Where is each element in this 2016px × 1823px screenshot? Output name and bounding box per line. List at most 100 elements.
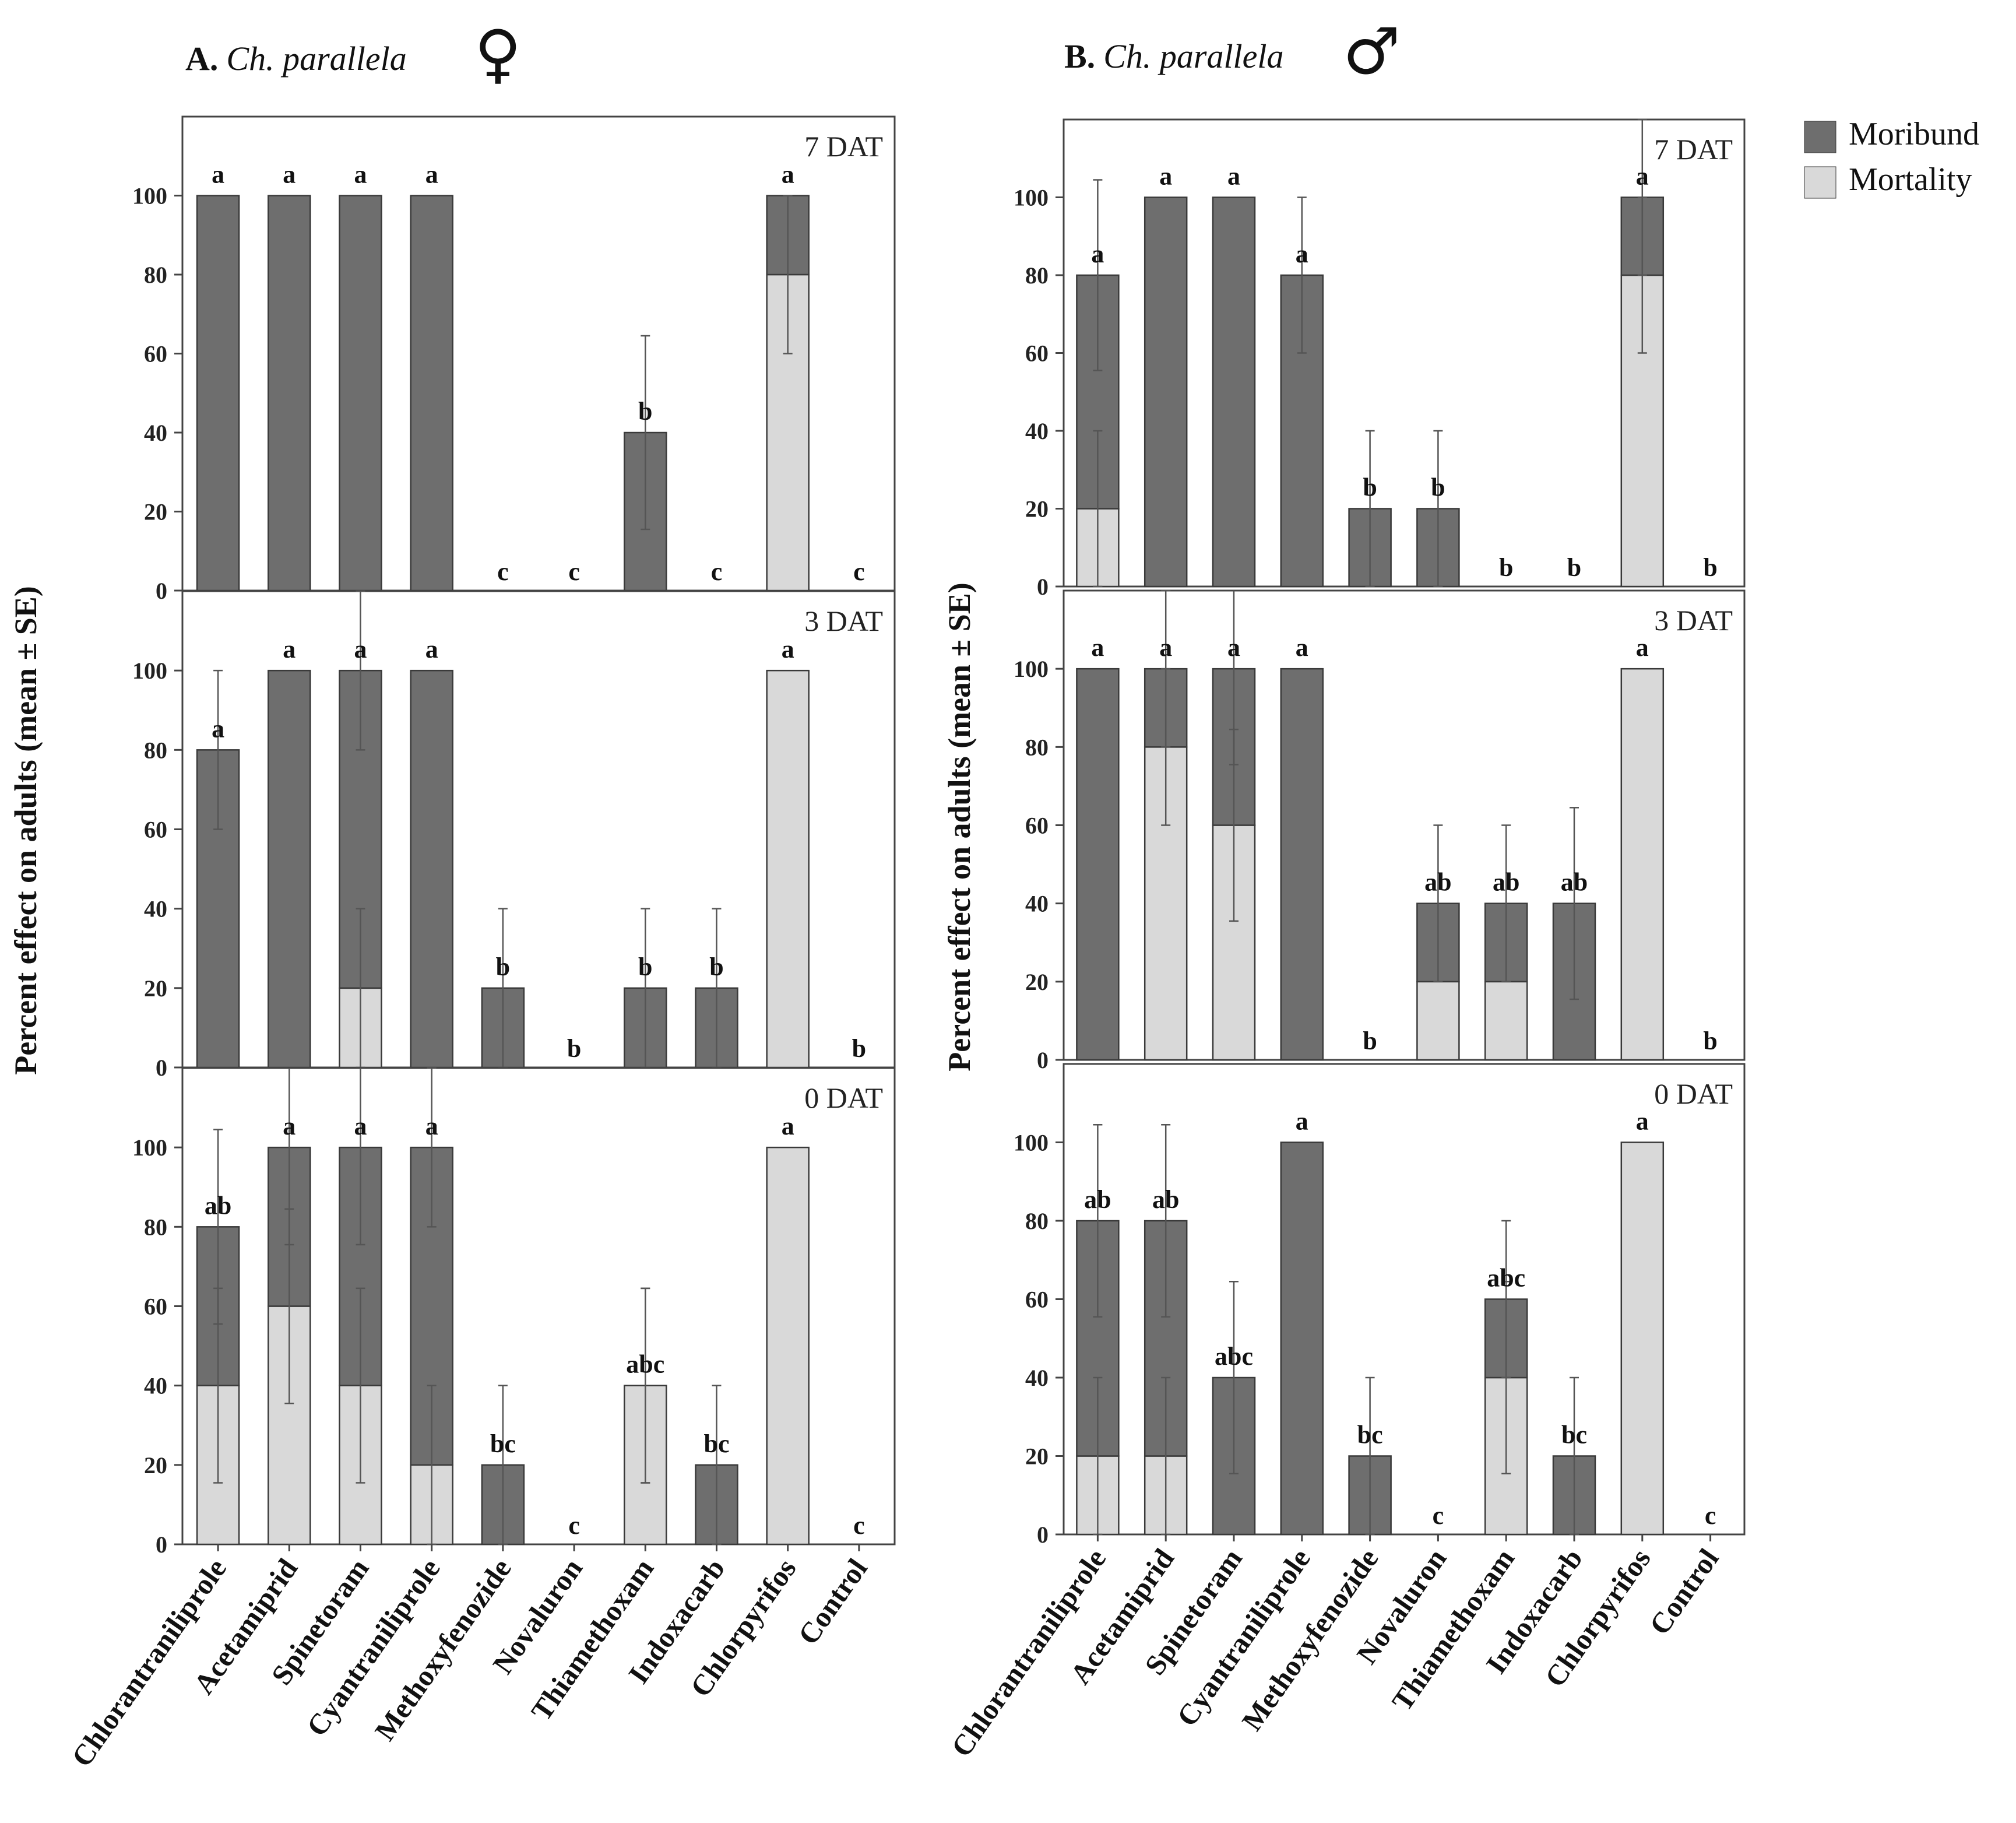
legend-swatch-moribund <box>1804 121 1836 153</box>
bar-moribund-a-0-0 <box>196 195 240 592</box>
y-tick-label-b-1-0: 0 <box>1037 1047 1049 1073</box>
bar-moribund-b-2-3 <box>1280 1141 1324 1536</box>
bar-moribund-a-1-1 <box>268 669 311 1069</box>
time-label-a-0: 7 DAT <box>804 130 883 163</box>
bar-moribund-a-0-2 <box>339 195 382 592</box>
y-tick-label-a-2-1: 20 <box>144 1452 167 1478</box>
subpanel-a-0: 0 20 40 60 80 100 7 DAT a a a a c c b c a c <box>132 115 896 604</box>
significance-letter-b-1-1: a <box>1159 633 1172 662</box>
significance-letter-a-0-7: c <box>711 557 723 586</box>
significance-letter-a-1-7: b <box>709 953 723 981</box>
significance-letter-b-1-3: a <box>1296 633 1308 662</box>
y-tick-label-b-2-5: 100 <box>1014 1130 1049 1156</box>
time-label-a-2: 0 DAT <box>804 1081 883 1114</box>
subpanel-a-1: 0 20 40 60 80 100 3 DAT a a a a b b b b a b <box>132 590 896 1081</box>
significance-letter-a-0-8: a <box>782 160 794 189</box>
significance-letter-a-1-0: a <box>212 714 224 743</box>
y-axis-title-b: Percent effect on adults (mean ± SE) <box>942 582 977 1071</box>
significance-letter-a-0-3: a <box>425 160 438 189</box>
bar-mortality-b-1-6 <box>1484 981 1528 1061</box>
significance-letter-a-2-5: c <box>568 1511 580 1540</box>
significance-letter-b-0-5: b <box>1431 473 1445 502</box>
category-label-b-6: Thiamethoxam <box>1385 1543 1521 1716</box>
bar-moribund-a-1-3 <box>410 669 453 1069</box>
significance-letter-a-2-4: bc <box>490 1429 516 1458</box>
significance-letter-a-2-9: c <box>853 1511 865 1540</box>
legend: Moribund Mortality <box>1804 116 1979 199</box>
y-tick-label-a-2-3: 60 <box>144 1294 167 1320</box>
time-label-b-1: 3 DAT <box>1654 604 1733 637</box>
significance-letter-a-2-1: a <box>283 1112 295 1140</box>
y-tick-label-a-2-2: 40 <box>144 1373 167 1399</box>
significance-letter-b-1-4: b <box>1363 1027 1377 1055</box>
time-label-b-2: 0 DAT <box>1654 1077 1733 1110</box>
significance-letter-a-1-5: b <box>567 1034 581 1063</box>
y-axis-title-a: Percent effect on adults (mean ± SE) <box>8 586 43 1074</box>
significance-letter-a-2-8: a <box>782 1112 794 1140</box>
y-tick-label-b-1-3: 60 <box>1025 813 1049 839</box>
significance-letter-a-1-9: b <box>852 1034 866 1063</box>
significance-letter-b-0-3: a <box>1296 240 1308 268</box>
significance-letter-a-1-3: a <box>425 635 438 663</box>
bar-moribund-a-0-1 <box>268 195 311 592</box>
y-tick-label-a-0-5: 100 <box>132 183 167 209</box>
significance-letter-b-1-6: ab <box>1493 868 1519 897</box>
significance-letter-b-2-9: c <box>1705 1501 1716 1530</box>
y-tick-label-b-0-0: 0 <box>1037 574 1049 600</box>
significance-letter-a-0-6: b <box>638 397 652 426</box>
y-tick-label-b-1-2: 40 <box>1025 891 1049 917</box>
legend-swatch-mortality <box>1804 166 1836 199</box>
legend-label-mortality: Mortality <box>1849 161 1972 198</box>
y-tick-label-a-2-0: 0 <box>156 1532 167 1558</box>
bar-moribund-b-1-0 <box>1076 668 1120 1061</box>
significance-letter-a-2-2: a <box>354 1112 367 1140</box>
significance-letter-a-1-8: a <box>782 635 794 663</box>
y-tick-label-b-0-2: 40 <box>1025 418 1049 444</box>
y-tick-label-b-2-0: 0 <box>1037 1522 1049 1548</box>
category-label-b-9: Control <box>1643 1543 1725 1641</box>
y-tick-label-b-2-2: 40 <box>1025 1365 1049 1391</box>
significance-letter-b-2-8: a <box>1636 1107 1649 1136</box>
significance-letter-a-2-6: abc <box>626 1350 664 1379</box>
title-panel-a: A. Ch. parallela <box>185 40 407 78</box>
y-tick-label-b-2-1: 20 <box>1025 1443 1049 1470</box>
significance-letter-b-2-0: ab <box>1084 1185 1111 1214</box>
significance-letter-a-0-4: c <box>497 557 509 586</box>
y-tick-label-a-0-3: 60 <box>144 341 167 367</box>
significance-letter-b-1-2: a <box>1227 633 1240 662</box>
time-label-a-1: 3 DAT <box>804 605 883 637</box>
significance-letter-b-1-0: a <box>1091 633 1104 662</box>
y-tick-label-a-1-3: 60 <box>144 817 167 843</box>
y-tick-label-b-0-4: 80 <box>1025 262 1049 289</box>
significance-letter-b-2-6: abc <box>1487 1264 1525 1292</box>
bar-moribund-b-0-1 <box>1144 196 1188 588</box>
significance-letter-b-0-0: a <box>1091 240 1104 268</box>
significance-letter-a-2-0: ab <box>205 1191 231 1220</box>
significance-letter-b-1-8: a <box>1636 633 1649 662</box>
significance-letter-a-0-9: c <box>853 557 865 586</box>
significance-letter-b-1-7: ab <box>1561 868 1588 897</box>
significance-letter-b-0-9: b <box>1703 553 1717 582</box>
y-tick-label-a-0-1: 20 <box>144 499 167 525</box>
y-tick-label-a-2-4: 80 <box>144 1214 167 1240</box>
significance-letter-b-0-6: b <box>1499 553 1513 582</box>
significance-letter-b-2-1: ab <box>1152 1185 1179 1214</box>
bar-moribund-b-0-2 <box>1212 196 1256 588</box>
y-tick-label-a-1-4: 80 <box>144 737 167 763</box>
significance-letter-a-1-6: b <box>638 953 652 981</box>
significance-letter-b-0-2: a <box>1227 162 1240 191</box>
category-label-a-9: Control <box>791 1552 874 1650</box>
bar-moribund-b-1-3 <box>1280 668 1324 1061</box>
y-tick-label-b-0-1: 20 <box>1025 496 1049 522</box>
significance-letter-b-0-4: b <box>1363 473 1377 502</box>
legend-label-moribund: Moribund <box>1849 116 1979 152</box>
significance-letter-a-0-5: c <box>568 557 580 586</box>
title-panel-b: B. Ch. parallela <box>1064 37 1284 75</box>
y-tick-label-b-1-1: 20 <box>1025 969 1049 995</box>
